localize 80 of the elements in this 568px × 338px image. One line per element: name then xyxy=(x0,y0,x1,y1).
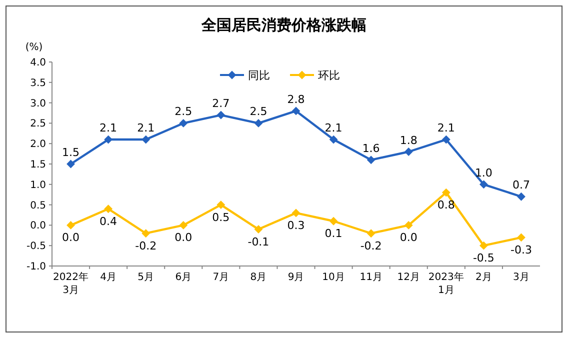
legend-label: 同比 xyxy=(248,69,270,82)
y-tick-label: -1.0 xyxy=(26,262,46,272)
point xyxy=(367,229,376,238)
data-label: 0.3 xyxy=(287,218,305,232)
x-tick-label: 7月 xyxy=(212,272,230,283)
data-label: 2.1 xyxy=(100,122,118,135)
data-label: 1.0 xyxy=(474,166,492,180)
point xyxy=(330,136,338,144)
point xyxy=(442,136,450,144)
y-tick-label: 2.0 xyxy=(30,139,46,150)
x-tick-label: 2023年 1月 xyxy=(428,271,464,296)
point xyxy=(142,229,150,238)
y-tick-label: 4.0 xyxy=(30,58,46,68)
data-label: 2.8 xyxy=(287,92,305,106)
point xyxy=(292,106,300,115)
data-label: -0.2 xyxy=(360,239,382,252)
data-label: 2.1 xyxy=(324,122,342,135)
y-tick-label: 3.0 xyxy=(30,98,46,110)
point xyxy=(480,242,488,250)
data-label: 2.5 xyxy=(174,105,192,118)
x-tick-label: 2月 xyxy=(476,272,492,283)
x-tick-label: 11月 xyxy=(360,272,382,283)
y-tick-label: 1.5 xyxy=(30,160,46,170)
x-tick-label: 12月 xyxy=(397,272,420,283)
point xyxy=(404,148,413,156)
y-axis-title: (%) xyxy=(25,42,43,53)
y-tick-label: 0.0 xyxy=(30,220,46,232)
y-tick-label: 2.5 xyxy=(30,118,46,130)
data-label: 1.5 xyxy=(62,146,80,159)
point xyxy=(179,221,188,230)
point xyxy=(66,221,75,230)
point xyxy=(292,208,300,217)
data-label: 0.8 xyxy=(437,198,455,212)
x-tick-label: 4月 xyxy=(100,272,116,283)
data-label: 0.7 xyxy=(512,178,530,192)
data-label: 0.0 xyxy=(400,231,418,244)
chart-title: 全国居民消费价格涨跌幅 xyxy=(200,16,366,34)
x-tick-label: 10月 xyxy=(322,272,345,283)
data-label: 0.1 xyxy=(324,227,342,240)
y-tick-label: -0.5 xyxy=(26,241,46,252)
point xyxy=(330,217,338,226)
data-label: 2.5 xyxy=(250,105,268,118)
x-tick-label: 6月 xyxy=(175,272,192,283)
data-label: 1.6 xyxy=(362,142,380,155)
data-label: -0.5 xyxy=(472,252,494,265)
point xyxy=(254,225,262,234)
data-label: 0.5 xyxy=(212,210,230,224)
x-tick-label: 9月 xyxy=(288,272,304,283)
point xyxy=(104,136,112,144)
point xyxy=(442,188,450,197)
point xyxy=(367,156,376,164)
point xyxy=(66,160,75,168)
data-label: 2.1 xyxy=(137,122,155,135)
point xyxy=(216,200,225,209)
point xyxy=(254,119,262,128)
point xyxy=(404,221,413,230)
point xyxy=(480,180,488,188)
y-tick-label: 1.0 xyxy=(30,180,46,191)
data-label: 2.1 xyxy=(437,122,455,135)
y-tick-label: 3.5 xyxy=(30,78,46,89)
data-label: 0.0 xyxy=(174,231,192,244)
legend-label: 环比 xyxy=(318,69,340,82)
point xyxy=(142,136,150,144)
data-label: -0.2 xyxy=(135,239,157,252)
data-label: 0.0 xyxy=(62,231,80,244)
data-label: 0.4 xyxy=(100,214,118,228)
point xyxy=(517,233,526,242)
point xyxy=(179,119,188,128)
x-tick-label: 8月 xyxy=(250,272,267,283)
data-label: 2.7 xyxy=(212,97,230,110)
x-tick-label: 2022年 3月 xyxy=(53,271,88,296)
data-label: -0.3 xyxy=(510,243,532,256)
point xyxy=(517,192,526,201)
point xyxy=(104,204,112,213)
data-label: 1.8 xyxy=(400,134,418,147)
x-tick-label: 5月 xyxy=(138,272,154,283)
data-label: -0.1 xyxy=(248,235,270,248)
x-tick-label: 3月 xyxy=(513,272,530,283)
point xyxy=(216,111,225,120)
y-tick-label: 0.5 xyxy=(30,200,46,212)
